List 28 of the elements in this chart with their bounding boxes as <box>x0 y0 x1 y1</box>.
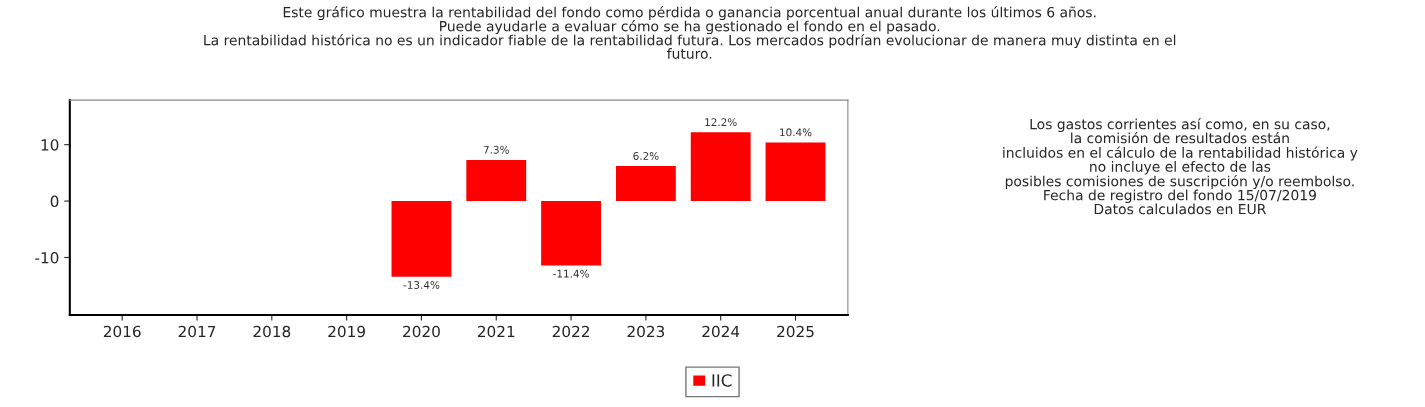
bar <box>466 159 527 202</box>
x-tick-label: 2018 <box>253 325 291 338</box>
chart-title: Este gráfico muestra la rentabilidad del fondo como pérdida o ganancia porcentual anual durante los últimos 6 años. Puede ayudarle a evaluar cómo se ha gestionado el fondo en el pasado. La rentabilidad histórica no es un indicador fiable de la rentabilidad futura. Los mercados podrían evolucionar de manera muy distinta en el futuro. <box>204 6 1176 59</box>
x-tick-label: 2020 <box>403 325 440 338</box>
x-tick-label: 2025 <box>777 325 814 338</box>
bar <box>541 201 601 266</box>
bar <box>615 166 676 202</box>
x-tick-label: 2016 <box>103 325 141 338</box>
data-label: -13.4% <box>403 281 440 289</box>
data-label: -11.4% <box>553 269 589 278</box>
text: Los gastos corrientes así como, en su caso, la comisión de resultados están incluidos en el cálculo de la rentabilidad histórica y no incluye el efecto de las posibles comisiones de suscripción y/o reembolso. Fecha de registro del fondo 15/07/2019 Datos calculados en EUR <box>1003 118 1358 215</box>
x-tick-label: 2023 <box>627 325 665 338</box>
y-tick-label: -10 <box>35 251 59 264</box>
data-label: 6.2% <box>633 152 659 160</box>
bar <box>690 132 751 202</box>
x-tick-label: 2024 <box>702 325 740 338</box>
data-label: 7.3% <box>483 145 509 154</box>
x-tick-label: 2017 <box>178 325 216 338</box>
data-label: 10.4% <box>780 128 812 137</box>
y-tick-label: 0 <box>50 195 59 208</box>
x-tick-label: 2022 <box>552 325 589 338</box>
data-label: 12.2% <box>705 118 737 127</box>
bar <box>391 201 452 277</box>
bar <box>765 142 826 202</box>
legend-label: IIC <box>712 374 732 387</box>
x-tick-label: 2021 <box>477 325 515 338</box>
x-tick-label: 2019 <box>328 325 365 338</box>
y-tick-label: 10 <box>41 139 59 151</box>
